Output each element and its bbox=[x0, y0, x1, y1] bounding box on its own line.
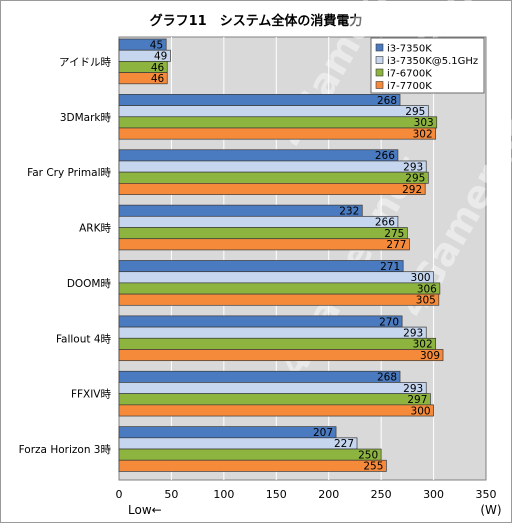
bar-value-label: 306 bbox=[417, 283, 437, 295]
bar bbox=[118, 315, 403, 328]
chart-title: グラフ11 システム全体の消費電力 bbox=[150, 13, 363, 29]
bar bbox=[118, 293, 440, 306]
bar-value-label: 268 bbox=[377, 372, 397, 384]
bar bbox=[118, 72, 168, 85]
x-tick-label: 150 bbox=[266, 488, 287, 501]
category-labels: アイドル時 3DMark時 Far Cry Primal時 ARK時 DOOM時 Fall… bbox=[19, 56, 112, 456]
bar-value-label: 232 bbox=[339, 206, 359, 218]
category-label: DOOM時 bbox=[67, 278, 112, 290]
bar bbox=[118, 105, 429, 118]
legend-box bbox=[370, 37, 485, 94]
bar-value-label: 271 bbox=[380, 261, 400, 273]
bar bbox=[118, 459, 387, 472]
bar bbox=[118, 382, 427, 395]
bar-value-label: 302 bbox=[413, 128, 433, 140]
bars-layer: 4549464626829530330226629329529223226627… bbox=[118, 38, 444, 473]
bar bbox=[118, 370, 401, 383]
bar-value-label: 268 bbox=[377, 95, 397, 107]
bar-value-label: 295 bbox=[405, 173, 425, 185]
legend-entry: i3-7350K@5.1GHz bbox=[387, 56, 478, 67]
bar-value-label: 295 bbox=[405, 106, 425, 118]
bar-value-label: 250 bbox=[358, 449, 378, 461]
category-label: 3DMark時 bbox=[60, 112, 112, 124]
bar bbox=[118, 326, 427, 339]
x-tick-label: 250 bbox=[371, 488, 392, 501]
legend-entry: i7-6700K bbox=[387, 69, 432, 80]
x-axis-ticks: 0 50 100 150 200 250 300 350 bbox=[116, 488, 497, 501]
x-tick-label: 200 bbox=[318, 488, 339, 501]
category-label: Forza Horizon 3時 bbox=[19, 444, 112, 456]
bar bbox=[118, 282, 441, 295]
bar bbox=[118, 349, 444, 362]
bar-value-label: 293 bbox=[403, 327, 423, 339]
bar-value-label: 300 bbox=[411, 405, 431, 417]
bar bbox=[118, 271, 434, 284]
bar bbox=[118, 337, 437, 350]
legend-entry: i3-7350K bbox=[387, 44, 432, 55]
bar-value-label: 309 bbox=[420, 350, 440, 362]
category-label: アイドル時 bbox=[59, 56, 111, 68]
bar bbox=[118, 94, 401, 106]
unit-label: (W) bbox=[480, 503, 501, 517]
bar-value-label: 255 bbox=[363, 461, 383, 473]
category-label: FFXIV時 bbox=[71, 389, 112, 401]
bar-value-label: 292 bbox=[402, 184, 422, 196]
bar-value-label: 46 bbox=[151, 62, 165, 74]
low-direction-note: Low← bbox=[128, 503, 162, 517]
bar-value-label: 270 bbox=[379, 316, 399, 328]
bar-value-label: 293 bbox=[403, 383, 423, 395]
bar bbox=[118, 160, 427, 173]
x-tick-label: 100 bbox=[213, 488, 234, 501]
bar bbox=[118, 238, 410, 251]
bar bbox=[118, 227, 408, 240]
bar bbox=[118, 393, 431, 406]
category-label: Fallout 4時 bbox=[56, 333, 112, 345]
category-label: Far Cry Primal時 bbox=[27, 167, 111, 179]
category-label: ARK時 bbox=[79, 223, 111, 235]
bar-value-label: 305 bbox=[416, 295, 436, 307]
legend-swatch bbox=[375, 81, 384, 89]
bar-value-label: 303 bbox=[414, 117, 434, 129]
bar-value-label: 293 bbox=[403, 161, 423, 173]
bar-value-label: 300 bbox=[411, 272, 431, 284]
legend-swatch bbox=[375, 43, 384, 52]
bar bbox=[118, 204, 363, 217]
bar-value-label: 275 bbox=[384, 228, 404, 240]
bar bbox=[118, 448, 382, 461]
bar-value-label: 277 bbox=[386, 239, 406, 251]
bar bbox=[118, 404, 434, 417]
legend-swatch bbox=[375, 56, 384, 64]
bar bbox=[118, 183, 426, 195]
bar-value-label: 266 bbox=[375, 217, 395, 229]
bar-value-label: 46 bbox=[151, 73, 165, 85]
bar-value-label: 266 bbox=[375, 150, 395, 162]
bar bbox=[118, 215, 399, 228]
bar bbox=[118, 116, 438, 129]
bar bbox=[118, 171, 429, 184]
x-tick-label: 300 bbox=[423, 488, 444, 501]
bar bbox=[118, 437, 358, 450]
legend-entry: i7-7700K bbox=[387, 81, 432, 92]
bar bbox=[118, 127, 437, 140]
bar-value-label: 302 bbox=[413, 339, 433, 351]
x-tick-label: 0 bbox=[116, 488, 123, 501]
x-tick-label: 50 bbox=[164, 488, 178, 501]
bar-value-label: 207 bbox=[313, 427, 333, 439]
bar bbox=[118, 426, 337, 439]
bar-value-label: 297 bbox=[407, 394, 427, 406]
bar-value-label: 49 bbox=[154, 51, 167, 63]
legend-swatch bbox=[375, 68, 384, 77]
bar bbox=[118, 260, 404, 273]
bar bbox=[118, 149, 399, 162]
bar-value-label: 45 bbox=[150, 39, 163, 51]
x-tick-label: 350 bbox=[476, 488, 497, 501]
bar-value-label: 227 bbox=[334, 438, 354, 450]
